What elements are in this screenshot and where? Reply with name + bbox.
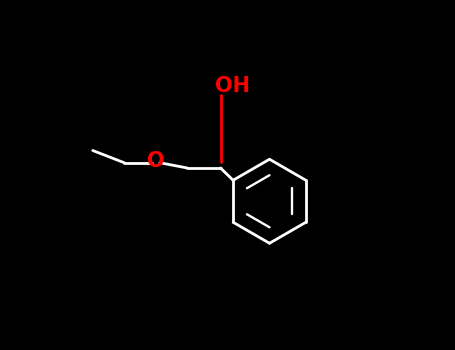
Text: OH: OH [215, 76, 250, 96]
Text: O: O [147, 151, 165, 171]
